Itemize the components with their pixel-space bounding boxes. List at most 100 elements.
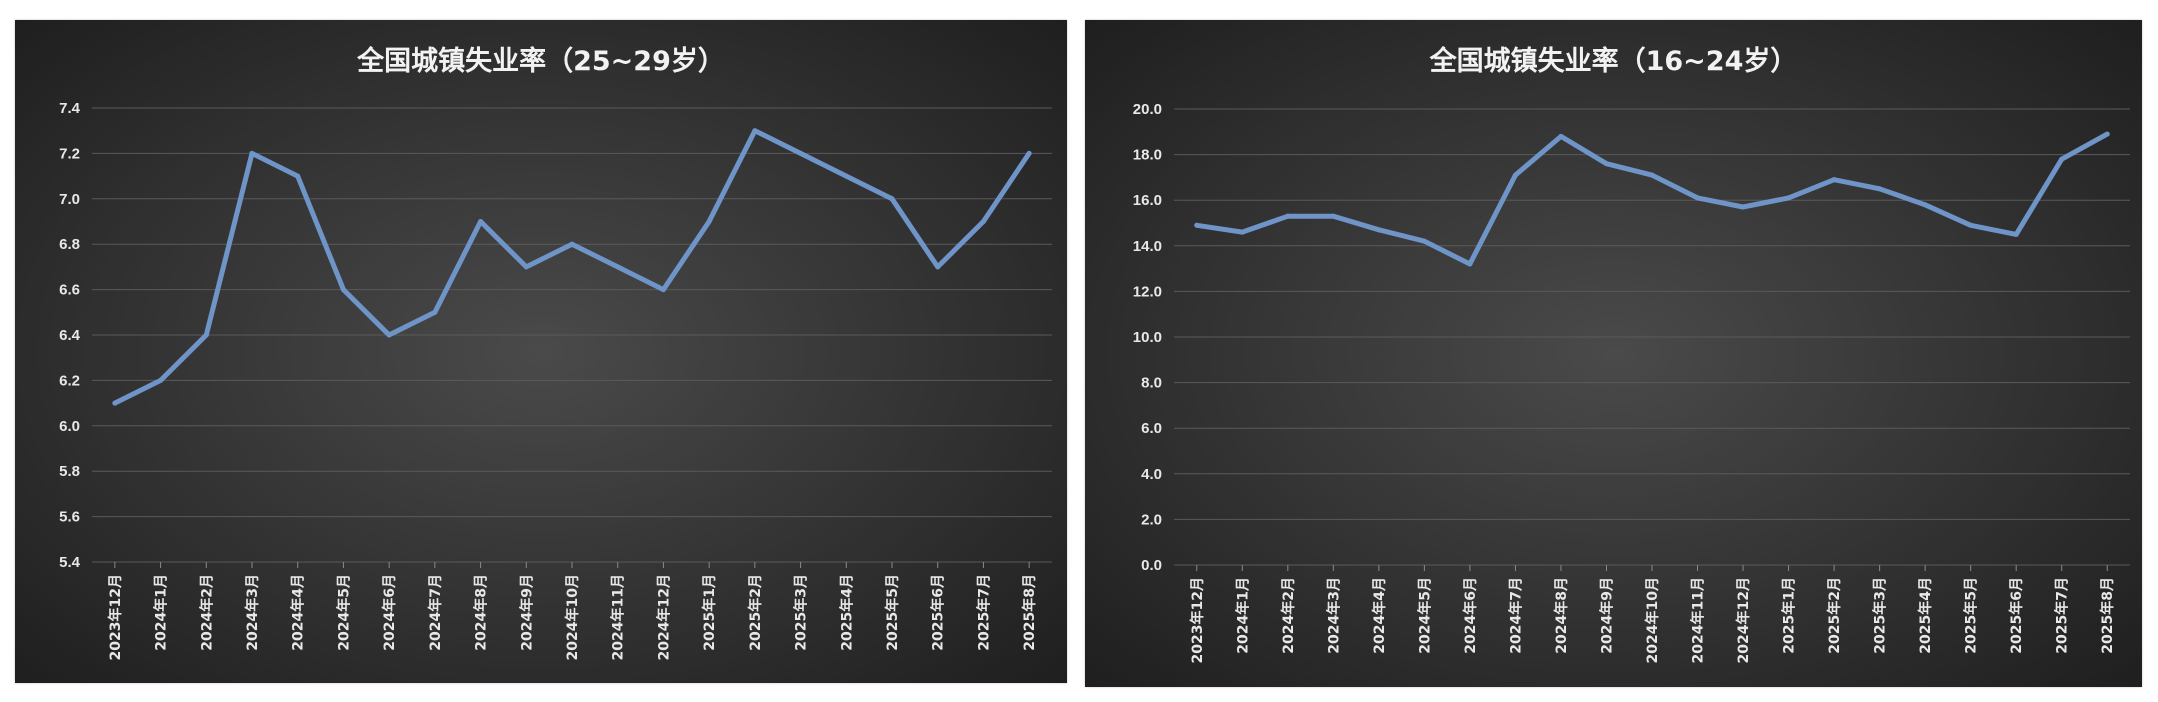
data-point xyxy=(1512,172,1518,178)
chart-panel-youth-25-29: 全国城镇失业率（25~29岁） 5.4 5.6 5.8 6.0 6.2 6.4 6.6 6.8 7… xyxy=(15,20,1067,683)
y-tick-label: 8.0 xyxy=(1141,375,1162,392)
x-tick-label: 2025年6月 xyxy=(930,574,947,651)
x-tick-label: 2024年5月 xyxy=(1416,577,1433,654)
x-tick-label: 2025年4月 xyxy=(1917,577,1934,654)
y-tick-label: 6.2 xyxy=(59,372,80,389)
x-tick-label: 2024年8月 xyxy=(473,574,490,651)
x-tick-label: 2024年6月 xyxy=(381,574,398,651)
chart-title: 全国城镇失业率（16~24岁） xyxy=(1429,45,1798,77)
data-point xyxy=(1026,150,1032,156)
data-point xyxy=(1194,222,1200,228)
y-tick-label: 7.4 xyxy=(59,100,81,117)
line-chart-16-24: 全国城镇失业率（16~24岁） 0.0 2.0 4.0 6.0 8.0 10.0 12.0 14… xyxy=(1085,20,2142,687)
x-tick-label: 2025年4月 xyxy=(838,574,855,651)
x-tick-label: 2025年8月 xyxy=(2099,577,2116,654)
x-tick-label: 2025年7月 xyxy=(2054,577,2071,654)
y-tick-label: 14.0 xyxy=(1133,238,1162,255)
y-tick-label: 7.2 xyxy=(59,145,80,162)
y-tick-label: 16.0 xyxy=(1133,192,1162,209)
data-point xyxy=(1376,227,1382,233)
x-tick-label: 2023年12月 xyxy=(107,574,124,660)
data-point xyxy=(980,219,986,224)
data-point xyxy=(523,264,529,270)
x-tick-label: 2025年5月 xyxy=(884,574,901,651)
chart-title: 全国城镇失业率（25~29岁） xyxy=(356,45,725,77)
x-tick-label: 2024年1月 xyxy=(1234,577,1251,654)
data-point xyxy=(798,150,804,156)
x-tick-label: 2023年12月 xyxy=(1189,577,1206,663)
data-point xyxy=(1649,172,1655,178)
x-tick-label: 2025年1月 xyxy=(701,574,718,651)
data-point xyxy=(1239,229,1245,235)
chart-panel-youth-16-24: 全国城镇失业率（16~24岁） 0.0 2.0 4.0 6.0 8.0 10.0 12.0 14… xyxy=(1085,20,2142,687)
x-tick-label: 2024年4月 xyxy=(1371,577,1388,654)
data-point xyxy=(478,219,484,224)
data-point xyxy=(1330,213,1336,219)
data-point xyxy=(615,264,621,270)
x-tick-label: 2024年4月 xyxy=(290,574,307,651)
data-point xyxy=(2104,131,2110,137)
y-tick-label: 6.0 xyxy=(1141,420,1162,437)
x-tick-label: 2024年3月 xyxy=(1325,577,1342,654)
x-tick-label: 2024年12月 xyxy=(1735,577,1752,663)
y-tick-label: 18.0 xyxy=(1133,147,1162,164)
x-tick-label: 2024年7月 xyxy=(1507,577,1524,654)
data-point xyxy=(432,309,438,315)
x-tick-label: 2024年11月 xyxy=(610,574,627,660)
x-tick-label: 2024年5月 xyxy=(335,574,352,651)
x-tick-label: 2025年6月 xyxy=(2008,577,2025,654)
data-point xyxy=(158,377,164,383)
data-point xyxy=(752,128,758,134)
x-tick-label: 2025年2月 xyxy=(747,574,764,651)
x-tick-label: 2025年2月 xyxy=(1826,577,1843,654)
y-tick-label: 7.0 xyxy=(59,191,80,208)
data-point xyxy=(249,150,255,156)
data-point xyxy=(706,219,712,224)
x-tick-label: 2024年9月 xyxy=(1598,577,1615,654)
x-tick-label: 2024年11月 xyxy=(1690,577,1707,663)
x-tick-label: 2025年1月 xyxy=(1781,577,1798,654)
y-tick-label: 6.4 xyxy=(59,327,81,344)
chart-background xyxy=(15,20,1067,683)
x-tick-label: 2024年3月 xyxy=(244,574,261,651)
x-tick-label: 2024年7月 xyxy=(427,574,444,651)
y-tick-label: 5.6 xyxy=(59,509,80,526)
data-point xyxy=(1786,195,1792,201)
x-tick-label: 2024年6月 xyxy=(1462,577,1479,654)
data-point xyxy=(1285,213,1291,219)
data-point xyxy=(203,332,209,338)
data-point xyxy=(935,264,941,270)
y-tick-label: 6.6 xyxy=(59,282,80,299)
data-point xyxy=(1421,238,1427,244)
y-tick-label: 4.0 xyxy=(1141,466,1162,483)
data-point xyxy=(843,173,849,179)
y-tick-label: 12.0 xyxy=(1133,283,1162,300)
x-tick-label: 2025年5月 xyxy=(1963,577,1980,654)
data-point xyxy=(660,287,666,293)
chart-background xyxy=(1085,20,2142,687)
x-tick-label: 2024年1月 xyxy=(153,574,170,651)
y-tick-label: 5.8 xyxy=(59,463,80,480)
x-tick-label: 2025年7月 xyxy=(975,574,992,651)
data-point xyxy=(889,196,895,202)
data-point xyxy=(1968,222,1974,228)
x-tick-label: 2024年10月 xyxy=(1644,577,1661,663)
data-point xyxy=(1740,204,1746,210)
data-point xyxy=(2013,231,2019,237)
x-tick-label: 2024年9月 xyxy=(518,574,535,651)
data-point xyxy=(1695,195,1701,201)
data-point xyxy=(1877,186,1883,192)
y-tick-label: 2.0 xyxy=(1141,511,1162,528)
x-tick-label: 2024年2月 xyxy=(1280,577,1297,654)
x-tick-label: 2025年3月 xyxy=(1872,577,1889,654)
data-point xyxy=(340,287,346,293)
data-point xyxy=(569,241,575,247)
y-tick-label: 6.0 xyxy=(59,418,80,435)
line-chart-25-29: 全国城镇失业率（25~29岁） 5.4 5.6 5.8 6.0 6.2 6.4 6.6 6.8 7… xyxy=(15,20,1067,683)
x-tick-label: 2024年12月 xyxy=(655,574,672,660)
x-tick-label: 2024年2月 xyxy=(198,574,215,651)
data-point xyxy=(1831,177,1837,183)
data-point xyxy=(1467,261,1473,267)
data-point xyxy=(386,332,392,338)
y-tick-label: 0.0 xyxy=(1141,557,1162,574)
